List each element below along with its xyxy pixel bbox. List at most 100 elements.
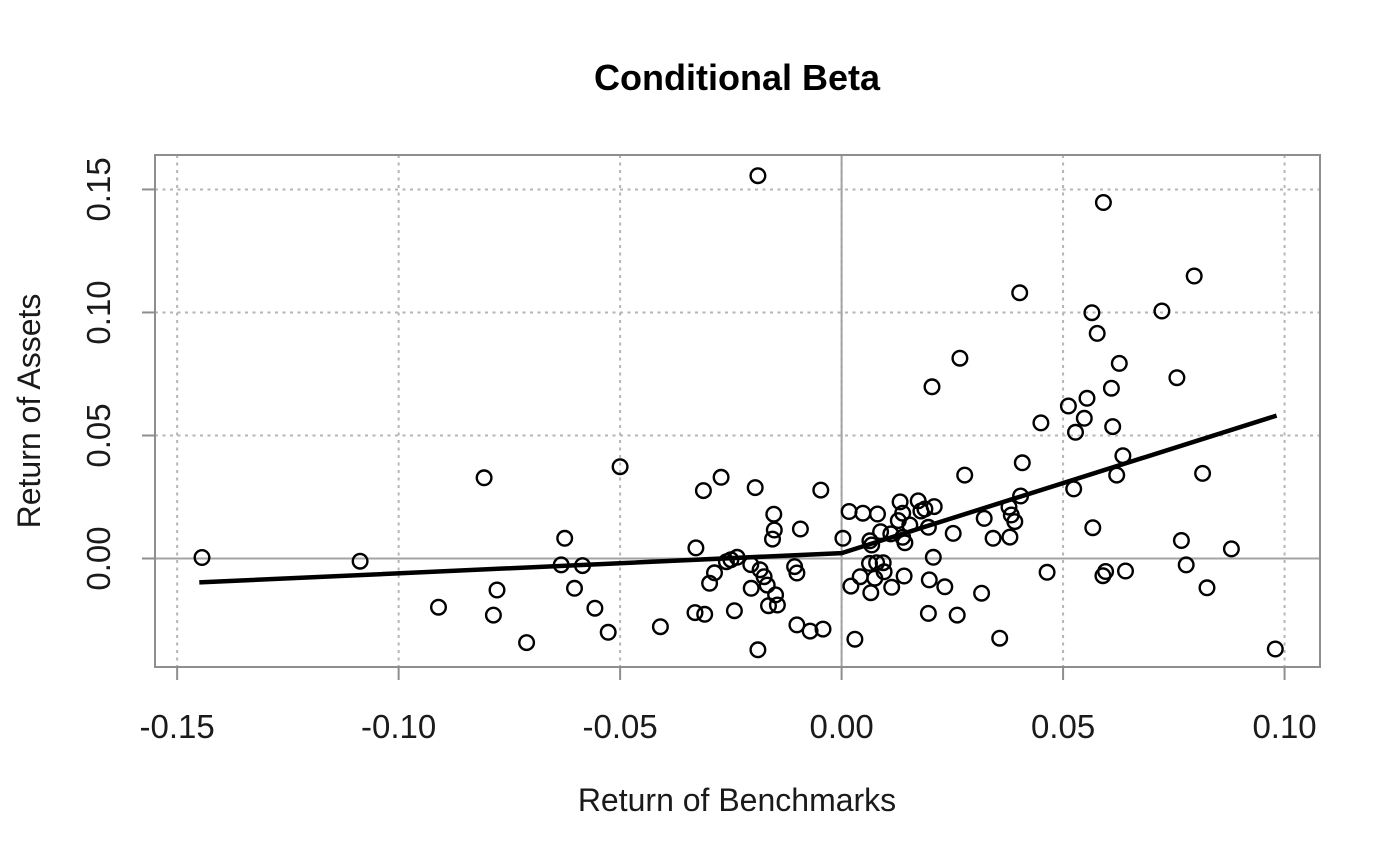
scatter-point [1222,540,1240,558]
scatter-point [1084,519,1102,537]
x-tick-label: 0.00 [809,708,873,745]
scatter-point [854,504,872,522]
scatter-point [651,618,669,636]
scatter-point [475,469,493,487]
scatter-point [706,564,724,582]
scatter-point [556,529,574,547]
y-tick-label: 0.15 [80,157,117,221]
scatter-point [755,568,773,586]
scatter-point [1185,267,1203,285]
scatter-point [1094,193,1112,211]
scatter-point [758,576,776,594]
scatter-point [768,596,786,614]
scatter-point [1116,562,1134,580]
scatter-point [951,349,969,367]
scatter-point [1097,563,1115,581]
scatter-point [788,564,806,582]
scatter-point [895,567,913,585]
scatter-point [749,167,767,185]
scatter-point [1032,414,1050,432]
scatter-point [725,602,743,620]
scatter-point [891,493,909,511]
scatter-point [1059,397,1077,415]
scatter-point [842,577,860,595]
scatter-point [767,586,785,604]
scatter-point [814,620,832,638]
y-tick-label: 0.00 [80,526,117,590]
scatter-point [764,530,782,548]
scatter-point [883,578,901,596]
x-tick-label: -0.15 [140,708,215,745]
scatter-point [812,481,830,499]
scatter-point [1001,528,1019,546]
y-tick-label: 0.10 [80,280,117,344]
scatter-point [586,599,604,617]
scatter-point [701,574,719,592]
scatter-point [742,579,760,597]
scatter-point [948,606,966,624]
scatter-point [1198,579,1216,597]
chart-title: Conditional Beta [594,57,881,98]
scatter-point [991,629,1009,647]
scatter-point [488,581,506,599]
scatter-point [936,578,954,596]
scatter-point [862,584,880,602]
plot-area: -0.15 -0.10 -0.05 0.00 0.05 0.10 0.00 0.05 0.10 0… [80,154,1321,745]
scatter-point [1102,379,1120,397]
scatter-point [1011,284,1029,302]
scatter-point [599,623,617,641]
scatter-point [956,466,974,484]
scatter-point [944,524,962,542]
scatter-point [840,503,858,521]
scatter-point [874,554,892,572]
scatter-point [1065,480,1083,498]
x-tick-label: 0.10 [1252,708,1316,745]
scatter-point [1110,354,1128,372]
y-tick-label: 0.05 [80,403,117,467]
scatter-point [351,552,369,570]
scatter-point [875,563,893,581]
scatter-point [1168,369,1186,387]
scatter-point [484,606,502,624]
scatter-point [851,568,869,586]
scatter-point [430,598,448,616]
regression-line [199,413,1278,585]
scatter-point [566,579,584,597]
scatter-point [973,584,991,602]
y-axis-label: Return of Assets [11,294,47,529]
scatter-point [765,521,783,539]
scatter-point [975,509,993,527]
scatter-point [686,604,704,622]
scatter-point [801,622,819,640]
scatter-point [1083,304,1101,322]
scatter-point [1177,556,1195,574]
x-axis-label: Return of Benchmarks [578,782,896,818]
scatter-point [846,630,864,648]
scatter-point [1266,640,1284,658]
scatter-point [1013,454,1031,472]
scatter-point [791,520,809,538]
scatter-point [1104,418,1122,436]
scatter-point [1075,409,1093,427]
x-tick-label: -0.10 [361,708,436,745]
scatter-point [788,616,806,634]
scatter-point [1038,563,1056,581]
scatter-point [193,549,211,567]
scatter-point [1172,532,1190,550]
scatter-point [1006,513,1024,531]
scatter-point [869,505,887,523]
plot-border [154,154,1321,668]
scatter-point [920,571,938,589]
scatter-point [749,641,767,659]
scatter-point [1194,464,1212,482]
scatter-point [765,505,783,523]
scatter-point [611,458,629,476]
scatter-point [896,534,914,552]
scatter-point [916,500,934,518]
scatter-point [925,498,943,516]
scatter-point [712,468,730,486]
scatter-point [1153,302,1171,320]
scatter-point [984,529,1002,547]
